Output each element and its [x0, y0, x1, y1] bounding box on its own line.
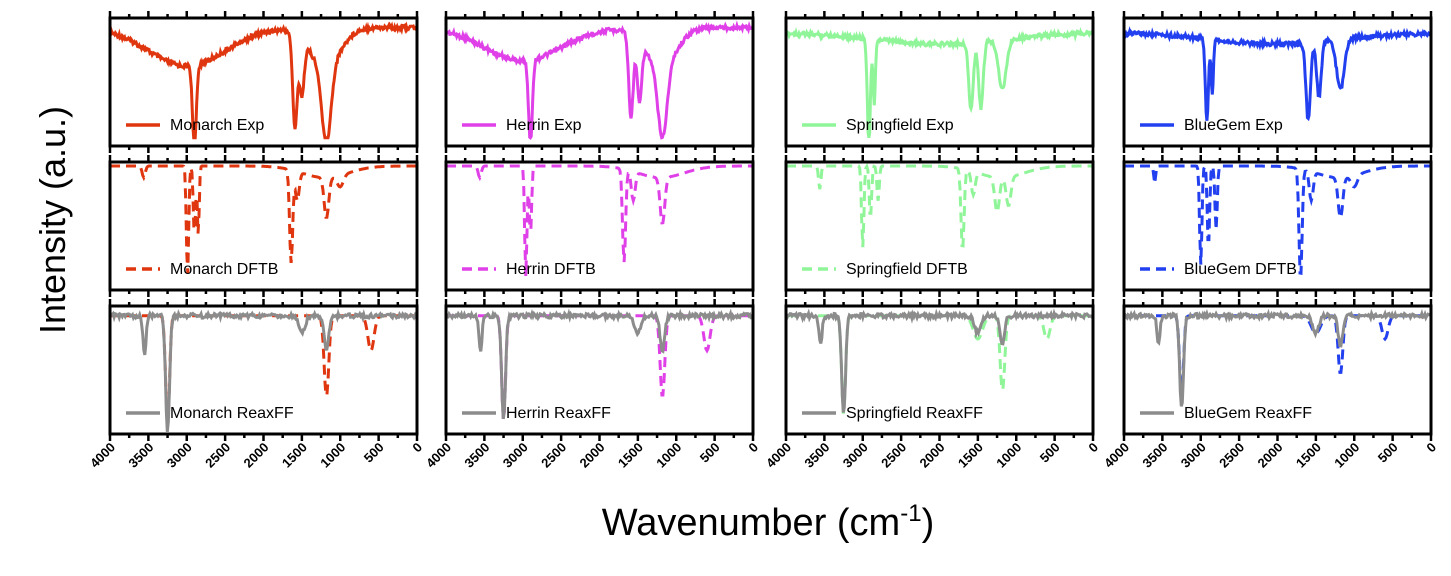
- legend-label: Monarch DFTB: [170, 261, 278, 278]
- plot-area: [786, 308, 1093, 414]
- legend-label: Herrin Exp: [506, 117, 582, 134]
- panel-bluegem-exp: BlueGem Exp: [1122, 11, 1433, 153]
- series-monarch-exp-line: [110, 21, 417, 140]
- x-tick-label: 1000: [317, 440, 348, 471]
- x-tick-label: 4000: [87, 440, 118, 471]
- series-herrin-reaxff-line: [446, 308, 753, 420]
- legend-label: Springfield DFTB: [846, 261, 968, 278]
- x-tick-label: 2500: [878, 440, 909, 471]
- plot-area: [786, 26, 1093, 138]
- x-tick-label: 500: [697, 440, 723, 466]
- x-tick-label: 3500: [1139, 440, 1170, 471]
- x-axis-title-main: Wavenumber (cm: [602, 502, 900, 544]
- panel-springfield-reaxff: Springfield ReaxFF: [784, 299, 1095, 441]
- x-tick-label: 4000: [423, 440, 454, 471]
- series-springfield-overlay-line: [786, 314, 1093, 414]
- x-tick-label: 4000: [1101, 440, 1132, 471]
- series-herrin-exp-line: [446, 20, 753, 140]
- plot-area: [446, 308, 753, 420]
- plot-area: [110, 164, 417, 274]
- series-monarch-dftb-line: [110, 164, 417, 274]
- x-tick-label: 3500: [801, 440, 832, 471]
- x-tick-label: 3000: [840, 440, 871, 471]
- x-tick-label: 0: [1423, 440, 1439, 456]
- panel-monarch-dftb: Monarch DFTB: [108, 155, 419, 297]
- panel-springfield-exp: Springfield Exp: [784, 11, 1095, 153]
- plot-area: [1124, 26, 1431, 122]
- panel-herrin-dftb: Herrin DFTB: [444, 155, 755, 297]
- legend-label: BlueGem DFTB: [1184, 261, 1297, 278]
- panel-bluegem-dftb: BlueGem DFTB: [1122, 155, 1433, 297]
- legend-label: Monarch ReaxFF: [170, 405, 294, 422]
- panel-monarch-reaxff: Monarch ReaxFF: [108, 299, 419, 441]
- x-tick-label: 0: [745, 440, 761, 456]
- x-tick-label: 4000: [763, 440, 794, 471]
- plot-area: [110, 21, 417, 140]
- plot-area: [1124, 162, 1431, 276]
- x-tick-label: 3500: [125, 440, 156, 471]
- x-tick-label: 2000: [577, 440, 608, 471]
- x-tick-label: 0: [409, 440, 425, 456]
- series-bluegem-dftb-line: [1124, 162, 1431, 276]
- x-tick-label: 1500: [955, 440, 986, 471]
- panels-layer: Monarch Exp Herrin Exp Springfield Exp Blue…: [108, 11, 1433, 441]
- legend-label: BlueGem Exp: [1184, 117, 1283, 134]
- x-tick-label: 1000: [1331, 440, 1362, 471]
- x-axis-title-sup: -1: [900, 500, 921, 527]
- panel-frame: [444, 16, 755, 148]
- legend-label: Herrin ReaxFF: [506, 405, 611, 422]
- series-springfield-reaxff-line: [786, 308, 1093, 413]
- x-axis-title-close: ): [922, 502, 935, 544]
- panel-frame: [444, 160, 755, 292]
- plot-area: [786, 162, 1093, 248]
- x-tick-label: 1000: [653, 440, 684, 471]
- x-tick-label: 500: [361, 440, 387, 466]
- x-tick-label: 500: [1037, 440, 1063, 466]
- panel-bluegem-reaxff: BlueGem ReaxFF: [1122, 299, 1433, 441]
- legend-label: Herrin DFTB: [506, 261, 596, 278]
- x-axis-title: Wavenumber (cm-1): [602, 500, 934, 544]
- x-tick-label: 1500: [1293, 440, 1324, 471]
- series-bluegem-overlay-line: [1124, 314, 1431, 397]
- x-tick-label: 0: [1085, 440, 1101, 456]
- x-tick-label: 1000: [993, 440, 1024, 471]
- x-tick-label: 500: [1375, 440, 1401, 466]
- series-bluegem-reaxff-line: [1124, 308, 1431, 407]
- series-herrin-overlay-line: [446, 314, 753, 420]
- plot-area: [446, 20, 753, 140]
- x-tick-label: 2000: [241, 440, 272, 471]
- series-herrin-dftb-line: [446, 164, 753, 277]
- series-bluegem-exp-line: [1124, 26, 1431, 122]
- panel-herrin-exp: Herrin Exp: [444, 11, 755, 153]
- x-tick-label: 3000: [164, 440, 195, 471]
- series-springfield-exp-line: [786, 26, 1093, 138]
- legend-label: Springfield Exp: [846, 117, 954, 134]
- legend-label: BlueGem ReaxFF: [1184, 405, 1312, 422]
- legend-label: Monarch Exp: [170, 117, 264, 134]
- plot-area: [110, 308, 417, 432]
- legend-label: Springfield ReaxFF: [846, 405, 983, 422]
- x-tick-label: 1500: [615, 440, 646, 471]
- x-tick-label: 2000: [1255, 440, 1286, 471]
- y-axis-title: Intensity (a.u.): [32, 106, 73, 334]
- x-tick-label: 2500: [1216, 440, 1247, 471]
- x-tick-label: 3500: [461, 440, 492, 471]
- plot-area: [1124, 308, 1431, 407]
- series-springfield-dftb-line: [786, 162, 1093, 248]
- x-tick-label: 2000: [917, 440, 948, 471]
- x-tick-label: 2500: [202, 440, 233, 471]
- panel-herrin-reaxff: Herrin ReaxFF: [444, 299, 755, 441]
- plot-area: [446, 164, 753, 277]
- x-tick-label: 1500: [279, 440, 310, 471]
- panel-monarch-exp: Monarch Exp: [108, 11, 419, 153]
- x-tick-label: 2500: [538, 440, 569, 471]
- series-monarch-reaxff-line: [110, 308, 417, 432]
- x-tick-label: 3000: [1178, 440, 1209, 471]
- panel-springfield-dftb: Springfield DFTB: [784, 155, 1095, 297]
- x-tick-label: 3000: [500, 440, 531, 471]
